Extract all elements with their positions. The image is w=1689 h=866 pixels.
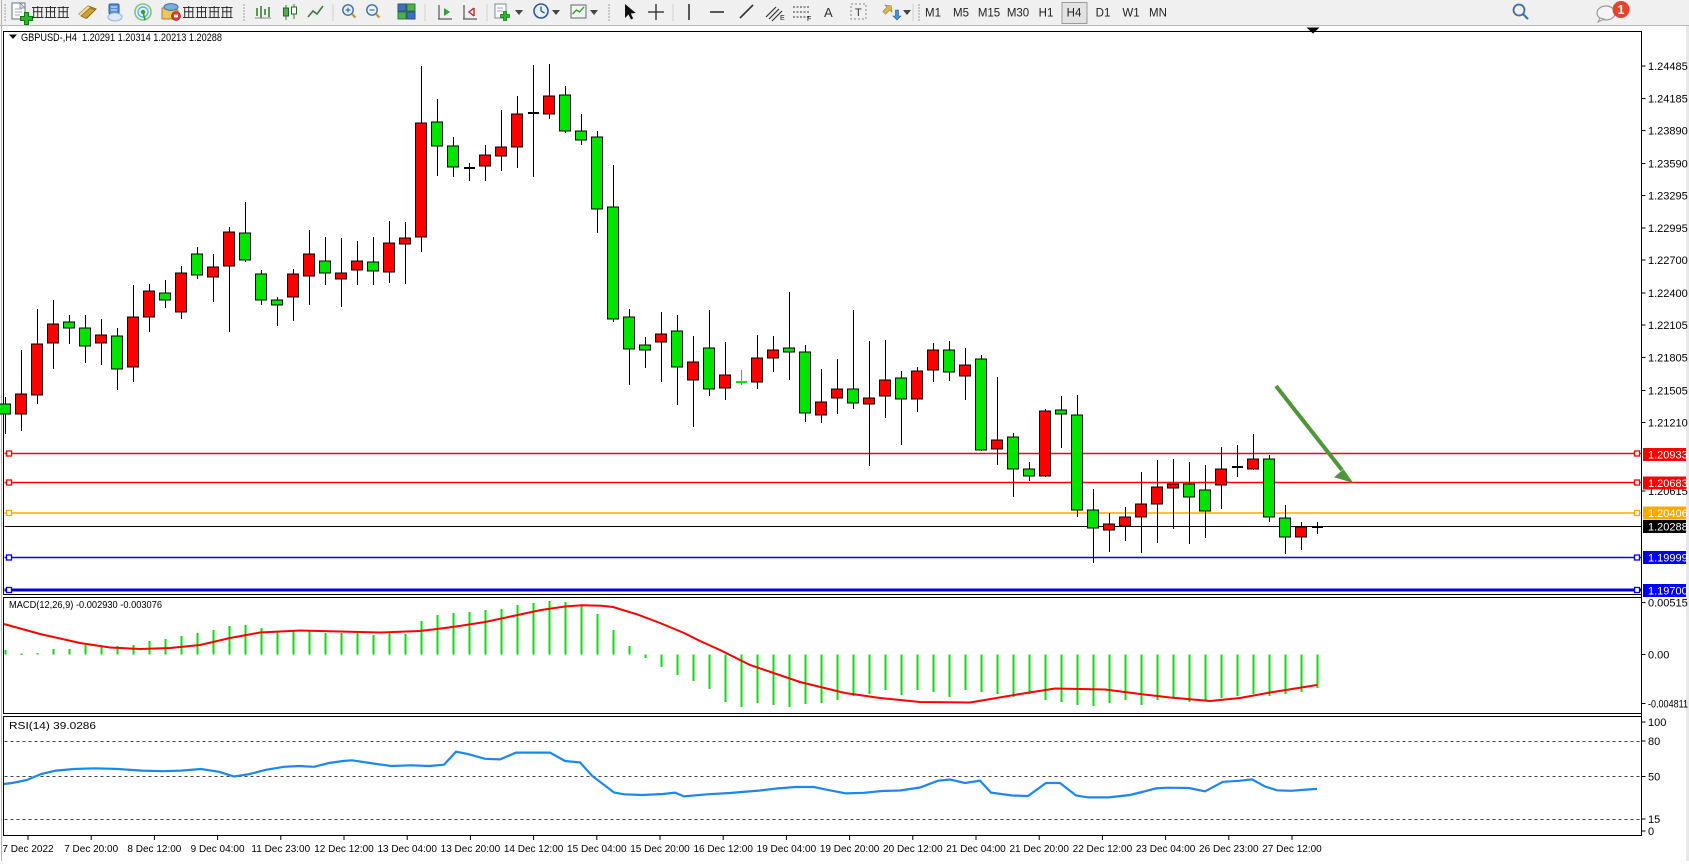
svg-text:7 Dec 2022: 7 Dec 2022: [2, 844, 54, 855]
svg-text:27 Dec 12:00: 27 Dec 12:00: [1262, 844, 1322, 855]
svg-text:19 Dec 20:00: 19 Dec 20:00: [820, 844, 880, 855]
svg-text:9 Dec 04:00: 9 Dec 04:00: [191, 844, 245, 855]
svg-text:1.20683: 1.20683: [1648, 478, 1688, 490]
svg-text:15 Dec 04:00: 15 Dec 04:00: [567, 844, 627, 855]
svg-text:W1: W1: [1122, 8, 1139, 20]
svg-text:0.00: 0.00: [1648, 650, 1669, 662]
svg-text:50: 50: [1648, 772, 1660, 784]
svg-text:M5: M5: [953, 8, 969, 20]
svg-text:14 Dec 12:00: 14 Dec 12:00: [504, 844, 564, 855]
svg-text:1.21210: 1.21210: [1648, 417, 1688, 429]
svg-text:1.21805: 1.21805: [1648, 353, 1688, 365]
svg-text:MN: MN: [1149, 8, 1167, 20]
svg-text:H4: H4: [1067, 8, 1082, 20]
svg-text:22 Dec 12:00: 22 Dec 12:00: [1073, 844, 1133, 855]
svg-text:8 Dec 12:00: 8 Dec 12:00: [127, 844, 181, 855]
svg-text:T: T: [855, 7, 862, 19]
svg-text:1.22400: 1.22400: [1648, 288, 1688, 300]
svg-text:13 Dec 04:00: 13 Dec 04:00: [377, 844, 437, 855]
svg-text:20 Dec 12:00: 20 Dec 12:00: [883, 844, 943, 855]
svg-text:1.23590: 1.23590: [1648, 158, 1688, 170]
svg-text:26 Dec 23:00: 26 Dec 23:00: [1199, 844, 1259, 855]
svg-text:1.23295: 1.23295: [1648, 191, 1688, 203]
svg-text:15 Dec 20:00: 15 Dec 20:00: [630, 844, 690, 855]
svg-text:F: F: [807, 16, 811, 23]
svg-text:7 Dec 20:00: 7 Dec 20:00: [64, 844, 118, 855]
svg-text:1.24185: 1.24185: [1648, 94, 1688, 106]
svg-text:M15: M15: [978, 8, 1000, 20]
svg-text:1.23890: 1.23890: [1648, 126, 1688, 138]
svg-text:1.22995: 1.22995: [1648, 223, 1688, 235]
svg-text:0: 0: [1648, 826, 1654, 838]
svg-text:MACD(12,26,9) -0.002930 -0.003: MACD(12,26,9) -0.002930 -0.003076: [9, 599, 162, 611]
svg-text:-0.004811: -0.004811: [1648, 699, 1688, 711]
svg-text:12 Dec 12:00: 12 Dec 12:00: [314, 844, 374, 855]
svg-text:21 Dec 20:00: 21 Dec 20:00: [1009, 844, 1069, 855]
svg-text:80: 80: [1648, 736, 1660, 748]
svg-text:1: 1: [1618, 3, 1625, 17]
svg-text:H1: H1: [1039, 8, 1054, 20]
svg-text:16 Dec 12:00: 16 Dec 12:00: [693, 844, 753, 855]
svg-text:11 Dec 23:00: 11 Dec 23:00: [251, 844, 310, 855]
svg-text:1.24485: 1.24485: [1648, 61, 1688, 73]
svg-text:19 Dec 04:00: 19 Dec 04:00: [757, 844, 817, 855]
svg-text:1.20933: 1.20933: [1648, 450, 1688, 462]
svg-text:1.22105: 1.22105: [1648, 320, 1688, 332]
svg-text:23 Dec 04:00: 23 Dec 04:00: [1136, 844, 1196, 855]
svg-text:1.19999: 1.19999: [1648, 553, 1688, 565]
svg-text:M30: M30: [1007, 8, 1029, 20]
svg-text:100: 100: [1648, 717, 1666, 729]
svg-text:D1: D1: [1096, 8, 1111, 20]
svg-text:E: E: [780, 15, 785, 22]
svg-text:21 Dec 04:00: 21 Dec 04:00: [946, 844, 1006, 855]
svg-text:A: A: [824, 5, 833, 20]
svg-text:0.00515: 0.00515: [1648, 598, 1688, 610]
svg-text:15: 15: [1648, 814, 1660, 826]
svg-text:1.20288: 1.20288: [1648, 522, 1688, 534]
svg-text:1.22700: 1.22700: [1648, 255, 1688, 267]
svg-text:GBPUSD-,H4 1.20291 1.20314 1.: GBPUSD-,H4 1.20291 1.20314 1.20213 1.202…: [21, 32, 222, 44]
svg-text:13 Dec 20:00: 13 Dec 20:00: [441, 844, 501, 855]
svg-text:M1: M1: [925, 8, 941, 20]
svg-text:1.19700: 1.19700: [1648, 586, 1688, 598]
svg-text:1.20406: 1.20406: [1648, 508, 1688, 520]
svg-text:1.21505: 1.21505: [1648, 385, 1688, 397]
svg-text:RSI(14) 39.0286: RSI(14) 39.0286: [9, 720, 96, 732]
